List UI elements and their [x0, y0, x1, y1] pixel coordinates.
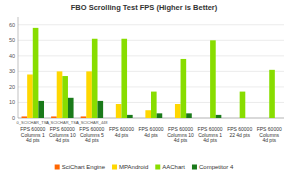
legend-swatch	[112, 165, 117, 170]
legend-swatch	[192, 165, 197, 170]
legend-label: SciChart Engine	[62, 164, 106, 170]
y-tick-label: 0	[12, 115, 15, 121]
bar	[264, 118, 270, 119]
x-tick-label: FPS 6000022 4d pts	[227, 126, 252, 138]
grid-line	[18, 40, 284, 41]
bar	[157, 113, 163, 118]
bar	[110, 118, 116, 119]
bar	[269, 70, 275, 118]
x-tick-label: FPS 60000Columns 14d pts	[20, 126, 45, 143]
bar	[140, 118, 146, 119]
bar	[169, 118, 175, 119]
bar	[92, 39, 98, 118]
legend: SciChart Engine MPAndroid AAChart Competito…	[55, 164, 234, 170]
bar	[228, 118, 234, 119]
legend-label: Competitor 4	[199, 164, 234, 170]
bar	[68, 98, 74, 118]
bar	[27, 74, 33, 118]
bar	[151, 92, 157, 118]
annotations: 0_SCICHAR_TSA0_SCICHAR_TSA0_SCICHAR_448	[17, 120, 109, 125]
bar	[210, 40, 216, 118]
x-tick-label: FPS 600004d pts	[109, 126, 134, 138]
annotation: 0_SCICHAR_TSA	[17, 120, 50, 125]
y-axis-line	[18, 17, 19, 118]
bar	[38, 101, 44, 118]
bar	[116, 104, 122, 118]
bar	[186, 113, 192, 118]
y-tick-label: 50	[9, 37, 15, 43]
x-tick-label: FPS 60000Columns 104d pts	[49, 126, 76, 143]
bars	[22, 28, 275, 118]
chart: FBO Scrolling Test FPS (Higher is Better…	[0, 0, 288, 175]
bar	[181, 59, 187, 118]
bar	[62, 76, 68, 118]
bar	[121, 39, 127, 118]
grid-line	[18, 55, 284, 56]
legend-label: MPAndroid	[119, 164, 148, 170]
bar	[86, 71, 92, 118]
x-tick-label: FPS 60000Columns 14d pts	[198, 126, 223, 143]
bar	[240, 92, 246, 118]
bar	[22, 116, 28, 118]
x-tick-label: FPS 60000Columns 104d pts	[167, 126, 194, 143]
bar	[33, 28, 39, 118]
y-tick-label: 40	[9, 53, 15, 59]
annotation: 0_SCICHAR_TSA	[46, 120, 79, 125]
x-axis: FPS 60000Columns 14d ptsFPS 60000Columns…	[20, 126, 282, 143]
bar	[51, 116, 57, 118]
bar	[57, 71, 63, 118]
grid-line	[18, 24, 284, 25]
legend-swatch	[55, 165, 60, 170]
y-tick-label: 10	[9, 99, 15, 105]
bar	[127, 115, 133, 118]
x-tick-label: FPS 60000Columns 54d pts	[79, 126, 104, 143]
bar	[98, 101, 104, 118]
bar	[275, 118, 281, 119]
bar	[245, 118, 251, 119]
bar	[81, 116, 87, 118]
x-tick-label: FPS 60000Columns4d pts	[257, 126, 282, 143]
title: FBO Scrolling Test FPS (Higher is Better…	[71, 3, 218, 12]
x-tick-label: FPS 600004d pts	[138, 126, 163, 138]
y-axis: 0 10 20 30 40 50 60	[9, 17, 284, 121]
bar	[216, 115, 222, 118]
bar	[199, 118, 205, 119]
y-tick-label: 20	[9, 84, 15, 90]
legend-label: AAChart	[162, 164, 185, 170]
annotation: 0_SCICHAR_448	[76, 120, 108, 125]
y-tick-label: 60	[9, 22, 15, 28]
legend-swatch	[155, 165, 160, 170]
y-tick-label: 30	[9, 68, 15, 74]
bar	[204, 118, 210, 119]
bar	[175, 104, 181, 118]
bar	[258, 118, 264, 119]
bar	[145, 110, 151, 118]
bar	[234, 118, 240, 119]
